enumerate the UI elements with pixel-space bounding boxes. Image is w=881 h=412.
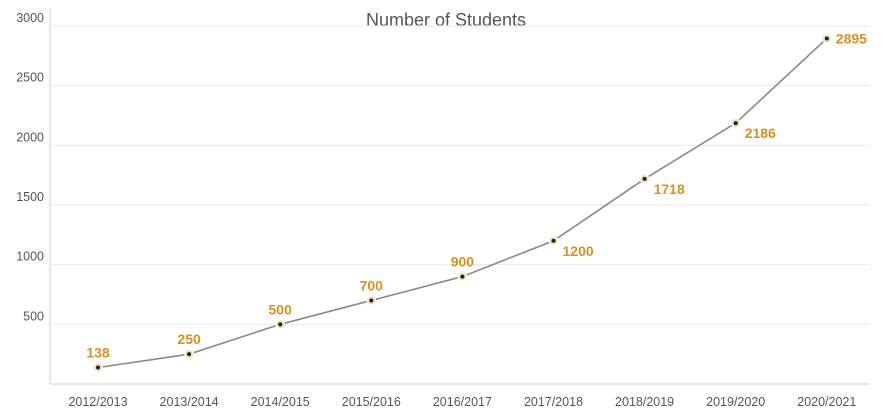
data-labels: 138 250 500 700 900 1200 1718 2186 2895 <box>86 30 867 360</box>
x-tick-label: 2017/2018 <box>524 395 583 409</box>
data-point <box>730 118 741 128</box>
x-tick-label: 2012/2013 <box>68 395 127 409</box>
chart-title: Number of Students <box>366 10 526 30</box>
data-label: 138 <box>86 345 110 361</box>
y-tick-label: 2500 <box>16 71 44 85</box>
x-tick-label: 2015/2016 <box>342 395 401 409</box>
data-point <box>93 362 103 373</box>
data-point-center <box>187 352 192 357</box>
data-point-center <box>733 121 738 126</box>
data-point-center <box>460 274 465 279</box>
data-point <box>821 33 832 44</box>
data-label: 900 <box>451 254 475 270</box>
data-label: 500 <box>269 301 293 317</box>
x-tick-label: 2019/2020 <box>706 395 765 409</box>
x-tick-label: 2020/2021 <box>797 395 856 409</box>
x-tick-labels: 2012/2013 2013/2014 2014/2015 2015/2016 2016… <box>68 395 856 409</box>
y-tick-label: 3000 <box>16 11 44 25</box>
data-label: 1718 <box>654 181 685 197</box>
x-tick-label: 2016/2017 <box>433 395 492 409</box>
data-point-center <box>824 36 829 41</box>
data-label: 2186 <box>745 125 776 141</box>
data-label: 1200 <box>563 243 594 259</box>
data-label: 2895 <box>836 30 867 46</box>
data-points <box>93 33 832 373</box>
data-point-center <box>96 365 100 370</box>
series-line <box>97 37 828 369</box>
data-point-center <box>642 176 647 181</box>
y-tick-label: 500 <box>23 309 44 323</box>
data-point <box>366 295 377 306</box>
data-label: 250 <box>177 331 201 347</box>
axes <box>49 8 870 385</box>
y-tick-label: 2000 <box>16 130 44 144</box>
data-point-center <box>551 238 556 243</box>
x-tick-label: 2018/2019 <box>615 395 674 409</box>
x-tick-label: 2013/2014 <box>160 395 219 409</box>
data-point <box>639 174 650 184</box>
data-point-center <box>278 322 283 327</box>
series-line-group <box>97 37 828 369</box>
gridlines <box>50 25 870 325</box>
y-tick-label: 1000 <box>16 250 44 264</box>
data-point <box>457 271 468 282</box>
data-point <box>275 319 286 330</box>
x-tick-label: 2014/2015 <box>251 395 310 409</box>
data-point <box>184 349 195 360</box>
data-point-center <box>369 298 374 303</box>
data-point <box>548 235 559 246</box>
data-label: 700 <box>360 277 384 293</box>
y-tick-labels: 500 1000 1500 2000 2500 3000 <box>16 11 44 323</box>
y-tick-label: 1500 <box>16 190 44 204</box>
